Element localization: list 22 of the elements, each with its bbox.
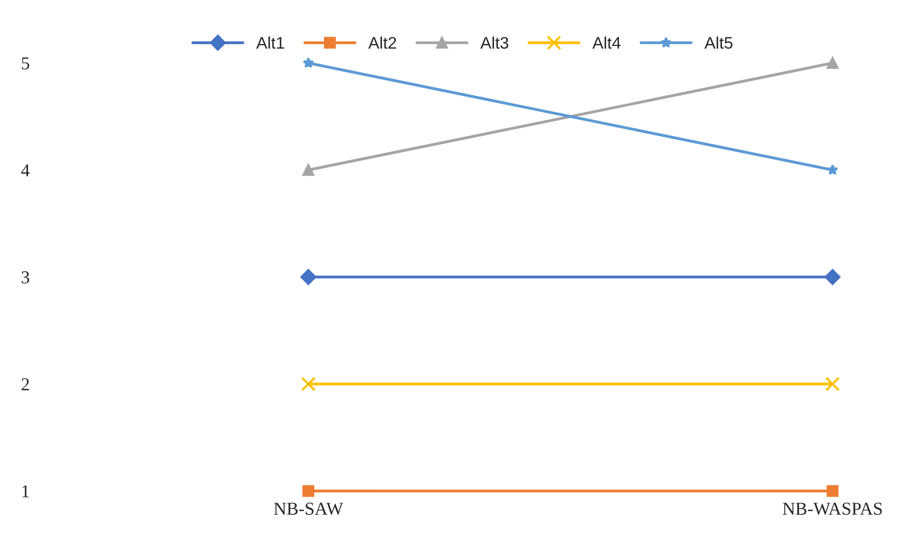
y-tick-label: 3 [22,271,30,284]
point [825,376,840,392]
legend-label: Alt5 [704,36,732,49]
point [826,485,838,497]
y-tick-label: 4 [21,164,30,176]
legend-label: Alt4 [592,36,621,49]
point [302,164,314,176]
x-tick-label: NB-WASPAS [782,502,882,515]
point [826,57,838,69]
point [824,269,840,285]
y-tick-label: 5 [22,57,30,70]
legend-label: Alt2 [368,36,396,49]
point [301,376,316,392]
point [826,164,838,175]
legend-label: Alt3 [480,36,508,49]
point [302,485,314,497]
y-tick-label: 2 [22,378,29,390]
point [300,269,316,285]
point [302,57,314,68]
y-tick-label: 1 [22,485,29,498]
x-tick-label: NB-SAW [274,502,344,515]
legend-label: Alt1 [256,36,284,49]
